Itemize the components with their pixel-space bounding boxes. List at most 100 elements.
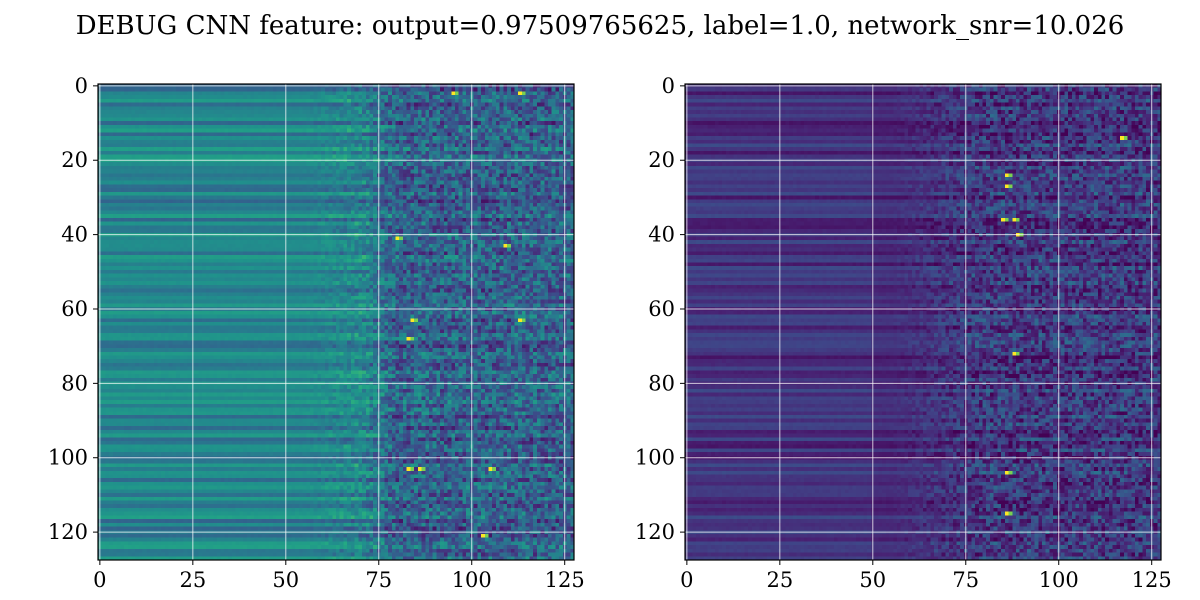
heatmap-cell	[466, 147, 470, 151]
heatmap-cell	[146, 136, 150, 140]
heatmap-cell	[488, 129, 492, 133]
heatmap-cell	[429, 222, 433, 226]
heatmap-cell	[462, 132, 466, 136]
heatmap-cell	[507, 110, 511, 114]
heatmap-cell	[396, 210, 400, 214]
heatmap-cell	[221, 132, 225, 136]
heatmap-cell	[299, 155, 303, 159]
heatmap-cell	[128, 214, 132, 218]
heatmap-cell	[150, 181, 154, 185]
heatmap-cell	[492, 99, 496, 103]
heatmap-cell	[343, 162, 347, 166]
heatmap-cell	[198, 140, 202, 144]
heatmap-cell	[559, 181, 563, 185]
heatmap-cell	[511, 99, 515, 103]
heatmap-cell	[184, 222, 188, 226]
heatmap-cell	[239, 184, 243, 188]
heatmap-cell	[109, 155, 113, 159]
heatmap-cell	[195, 210, 199, 214]
heatmap-cell	[269, 144, 273, 148]
heatmap-cell	[143, 177, 147, 181]
heatmap-cell	[433, 136, 437, 140]
heatmap-cell	[500, 147, 504, 151]
heatmap-cell	[176, 155, 180, 159]
heatmap-cell	[303, 136, 307, 140]
heatmap-cell	[303, 147, 307, 151]
heatmap-cell	[187, 106, 191, 110]
heatmap-cell	[496, 184, 500, 188]
heatmap-cell	[399, 203, 403, 207]
heatmap-cell	[198, 218, 202, 222]
heatmap-cell	[529, 192, 533, 196]
heatmap-cell	[154, 95, 158, 99]
heatmap-cell	[187, 184, 191, 188]
heatmap-cell	[477, 147, 481, 151]
heatmap-cell	[332, 170, 336, 174]
heatmap-cell	[451, 117, 455, 121]
heatmap-cell	[496, 99, 500, 103]
heatmap-cell	[381, 181, 385, 185]
heatmap-cell	[366, 184, 370, 188]
heatmap-cell	[440, 136, 444, 140]
heatmap-cell	[388, 222, 392, 226]
heatmap-cell	[332, 88, 336, 92]
heatmap-cell	[120, 199, 124, 203]
heatmap-cell	[221, 110, 225, 114]
heatmap-cell	[358, 110, 362, 114]
heatmap-cell	[537, 199, 541, 203]
heatmap-cell	[321, 196, 325, 200]
heatmap-cell	[232, 203, 236, 207]
heatmap-cell	[418, 95, 422, 99]
heatmap-cell	[228, 136, 232, 140]
heatmap-cell	[384, 192, 388, 196]
heatmap-cell	[488, 91, 492, 95]
heatmap-cell	[131, 121, 135, 125]
heatmap-cell	[306, 184, 310, 188]
heatmap-cell	[466, 192, 470, 196]
heatmap-cell	[343, 121, 347, 125]
heatmap-cell	[529, 162, 533, 166]
heatmap-cell	[243, 110, 247, 114]
heatmap-cell	[388, 181, 392, 185]
heatmap-cell	[448, 207, 452, 211]
heatmap-cell	[154, 188, 158, 192]
heatmap-cell	[295, 106, 299, 110]
heatmap-cell	[381, 170, 385, 174]
heatmap-cell	[102, 117, 106, 121]
heatmap-cell	[451, 184, 455, 188]
heatmap-cell	[117, 103, 121, 107]
heatmap-cell	[526, 162, 530, 166]
heatmap-cell	[105, 99, 109, 103]
heatmap-cell	[548, 177, 552, 181]
heatmap-cell	[273, 203, 277, 207]
heatmap-cell	[459, 117, 463, 121]
heatmap-cell	[503, 132, 507, 136]
heatmap-cell	[169, 125, 173, 129]
heatmap-cell	[336, 210, 340, 214]
heatmap-cell	[529, 188, 533, 192]
heatmap-cell	[500, 88, 504, 92]
heatmap-cell	[187, 170, 191, 174]
heatmap-cell	[135, 225, 139, 229]
heatmap-cell	[433, 106, 437, 110]
heatmap-cell	[247, 121, 251, 125]
heatmap-cell	[500, 170, 504, 174]
heatmap-cell	[325, 103, 329, 107]
heatmap-cell	[154, 177, 158, 181]
heatmap-cell	[158, 173, 162, 177]
heatmap-cell	[265, 170, 269, 174]
heatmap-cell	[247, 129, 251, 133]
heatmap-cell	[120, 173, 124, 177]
heatmap-cell	[555, 114, 559, 118]
heatmap-cell	[232, 225, 236, 229]
heatmap-cell	[559, 173, 563, 177]
heatmap-cell	[303, 88, 307, 92]
heatmap-cell	[105, 151, 109, 155]
heatmap-cell	[436, 214, 440, 218]
heatmap-cell	[135, 184, 139, 188]
heatmap-cell	[172, 136, 176, 140]
heatmap-cell	[548, 117, 552, 121]
heatmap-cell	[317, 125, 321, 129]
heatmap-cell	[161, 218, 165, 222]
heatmap-cell	[143, 144, 147, 148]
